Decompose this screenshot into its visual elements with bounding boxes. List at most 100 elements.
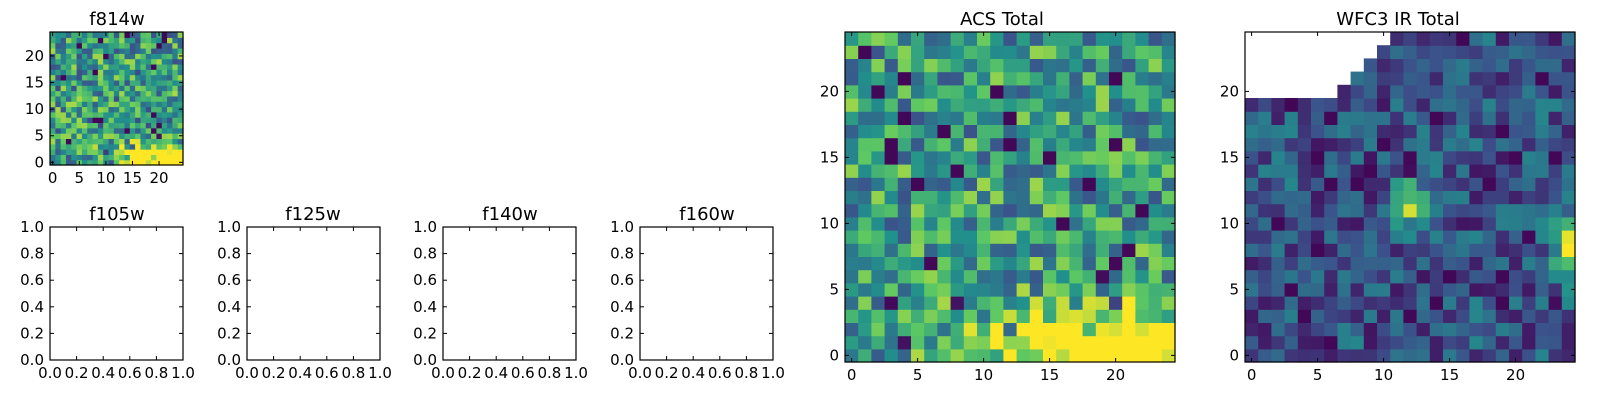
heatmap-cell: [1284, 348, 1299, 363]
heatmap-cell: [1509, 243, 1523, 257]
heatmap-cell: [81, 47, 88, 54]
heatmap-cell: [1148, 230, 1163, 244]
heatmap-cell: [145, 74, 152, 81]
heatmap-cell: [135, 138, 142, 145]
heatmap-cell: [1271, 150, 1286, 165]
heatmap-cell: [129, 69, 136, 76]
y-tick-label: 5: [829, 280, 839, 298]
heatmap-cell: [161, 122, 168, 129]
heatmap-cell: [87, 95, 94, 102]
heatmap-cell: [1535, 32, 1550, 46]
heatmap-cell: [1324, 256, 1338, 271]
heatmap-cell: [1311, 269, 1325, 284]
heatmap-cell: [156, 127, 163, 134]
heatmap-cell: [124, 79, 131, 86]
heatmap-cell: [1135, 84, 1150, 99]
heatmap-cell: [963, 137, 978, 152]
heatmap-cell: [97, 58, 104, 65]
heatmap-cell: [884, 98, 899, 112]
heatmap-cell: [172, 159, 179, 166]
axes-frame: [844, 31, 1176, 363]
heatmap-cell: [1469, 282, 1484, 297]
heatmap-cell: [108, 47, 115, 54]
heatmap-cell: [124, 106, 131, 113]
heatmap-cell: [1509, 150, 1523, 165]
heatmap-cell: [1043, 335, 1057, 350]
heatmap-cell: [1561, 32, 1576, 46]
heatmap-cell: [1043, 137, 1057, 152]
heatmap-cell: [1509, 309, 1523, 323]
heatmap-cell: [1522, 190, 1536, 205]
x-tick-label: 15: [123, 169, 142, 187]
heatmap-cell: [151, 32, 157, 38]
heatmap-cell: [1003, 111, 1018, 125]
heatmap-cell: [871, 243, 886, 257]
heatmap-cell: [871, 58, 886, 73]
heatmap-cell: [140, 90, 147, 97]
heatmap-cell: [990, 348, 1004, 363]
heatmap-cell: [81, 149, 88, 155]
heatmap-cell: [1469, 230, 1484, 244]
heatmap-cell: [858, 322, 872, 337]
heatmap-cell: [1390, 230, 1404, 244]
y-tick-label: 1.0: [413, 218, 437, 236]
heatmap-cell: [124, 47, 131, 54]
heatmap-cell: [103, 90, 110, 97]
heatmap-cell: [108, 122, 115, 129]
heatmap-cell: [1350, 335, 1365, 350]
heatmap-cell: [135, 149, 142, 155]
x-tick-label: 15: [1040, 366, 1059, 384]
heatmap-cell: [135, 42, 142, 49]
heatmap-cell: [1109, 111, 1123, 125]
heatmap-cell: [871, 230, 886, 244]
heatmap-cell: [151, 154, 157, 161]
heatmap-cell: [871, 150, 886, 165]
heatmap-cell: [1469, 216, 1484, 231]
heatmap-cell: [1337, 256, 1352, 271]
heatmap-cell: [924, 296, 938, 310]
heatmap-cell: [135, 101, 142, 108]
heatmap-cell: [1003, 177, 1018, 191]
heatmap-cell: [65, 106, 72, 113]
heatmap-cell: [1161, 84, 1176, 99]
heatmap-cell: [1350, 98, 1365, 112]
heatmap-cell: [113, 106, 120, 113]
heatmap-cell: [937, 84, 952, 99]
heatmap-cell: [81, 58, 88, 65]
heatmap-cell: [1548, 58, 1563, 73]
heatmap-cell: [1482, 164, 1497, 178]
heatmap-cell: [1271, 216, 1286, 231]
heatmap-cell: [103, 122, 110, 129]
heatmap-cell: [151, 138, 157, 145]
heatmap-cell: [87, 117, 94, 124]
heatmap-cell: [124, 159, 131, 166]
x-tick-label: 0: [48, 169, 58, 187]
heatmap-cell: [119, 111, 126, 118]
heatmap-cell: [135, 85, 142, 92]
heatmap-cell: [1429, 230, 1444, 244]
heatmap-cell: [1390, 45, 1404, 59]
heatmap-cell: [92, 53, 99, 60]
heatmap-cell: [1161, 203, 1176, 218]
heatmap-cell: [1390, 296, 1404, 310]
heatmap-cell: [1003, 164, 1018, 178]
heatmap-cell: [65, 117, 72, 124]
heatmap-cell: [1148, 243, 1163, 257]
heatmap-cell: [1377, 230, 1391, 244]
heatmap-cell: [871, 296, 886, 310]
heatmap-cell: [1390, 137, 1404, 152]
heatmap-cell: [167, 42, 173, 49]
heatmap-cell: [1509, 269, 1523, 284]
heatmap-cell: [1522, 269, 1536, 284]
heatmap-cell: [1029, 348, 1044, 363]
heatmap-cell: [1082, 150, 1097, 165]
heatmap-cell: [177, 74, 184, 81]
heatmap-cell: [1245, 335, 1259, 350]
heatmap-cell: [161, 101, 168, 108]
heatmap-cell: [135, 90, 142, 97]
heatmap-cell: [108, 90, 115, 97]
heatmap-cell: [1003, 335, 1018, 350]
heatmap-cell: [1135, 269, 1150, 284]
heatmap-cell: [1548, 150, 1563, 165]
